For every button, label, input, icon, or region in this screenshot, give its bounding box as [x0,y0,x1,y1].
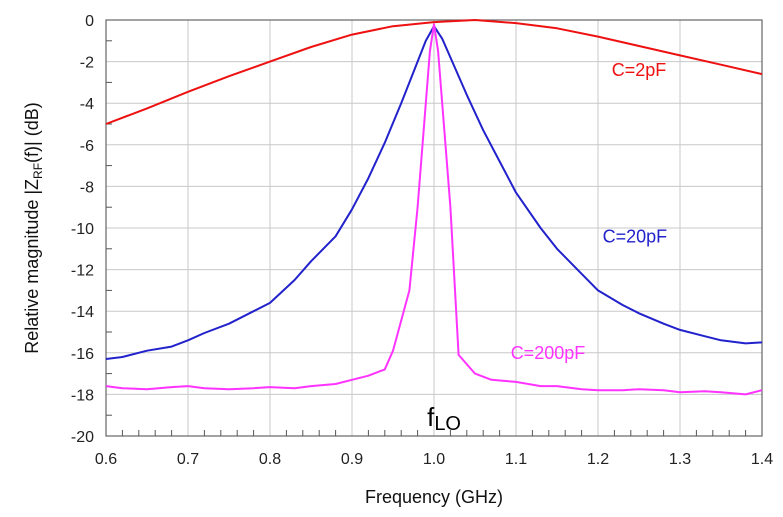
y-axis-title: Relative magnitude |ZRF(f)| (dB) [22,102,45,353]
series-label-c-20pf: C=20pF [603,227,668,247]
series-label-c-2pf: C=2pF [612,60,667,80]
y-tick-label: -8 [80,179,94,196]
grid [105,19,763,437]
y-tick-label: -4 [80,96,94,113]
plot-border [105,19,763,437]
y-tick-label: -20 [71,429,94,446]
series-line-c-200pf [105,23,763,396]
plot-frame [105,19,763,437]
x-tick-label: 0.9 [341,451,363,468]
y-axis-title-suffix: (f)| (dB) [22,102,42,163]
series-lines [105,19,763,396]
x-tick-label: 1.3 [669,451,691,468]
axis-ticks: 0.6 0.7 0.8 0.9 1.0 1.1 1.2 1.3 1.4 0 -2 -4 -6 -8 -10 -… [71,13,773,468]
x-axis-title: Frequency (GHz) [365,487,503,507]
x-tick-label: 0.7 [177,451,199,468]
x-tick-label: 1.0 [423,451,445,468]
y-tick-label: -12 [71,263,94,280]
y-tick-label: 0 [85,13,94,30]
y-tick-label: -16 [71,346,94,363]
annotations: fLO [427,402,461,435]
y-axis-title-prefix: Relative magnitude |Z [22,179,42,354]
x-tick-label: 1.1 [505,451,527,468]
series-line-c-2pf [105,19,763,125]
flo-main: f [427,402,435,432]
y-tick-label: -6 [80,138,94,155]
y-tick-label: -2 [80,55,94,72]
x-tick-label: 1.4 [751,451,773,468]
flo-annotation: fLO [427,402,461,435]
series-label-c-200pf: C=200pF [511,343,586,363]
x-tick-label: 0.8 [259,451,281,468]
x-tick-label: 0.6 [95,451,117,468]
x-tick-label: 1.2 [587,451,609,468]
series-labels: C=2pF C=20pF C=200pF [511,60,667,363]
y-axis-title-subscript: RF [31,163,45,179]
y-tick-label: -10 [71,221,94,238]
y-tick-label: -18 [71,387,94,404]
y-tick-label: -14 [71,304,94,321]
flo-subscript: LO [434,413,461,435]
